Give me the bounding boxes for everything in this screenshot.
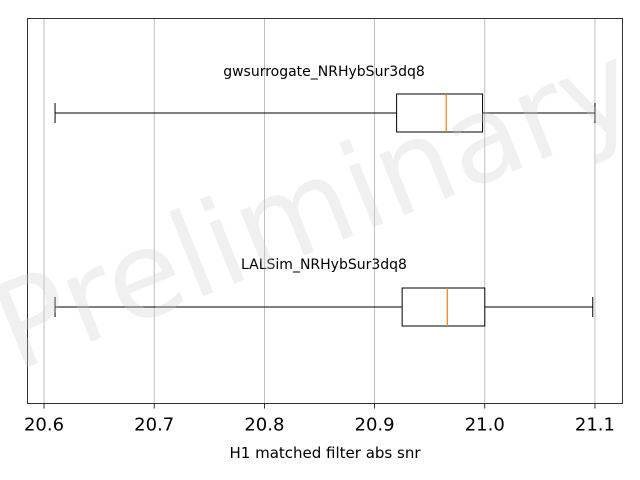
box-labels: gwsurrogate_NRHybSur3dq8 LALSim_NRHybSur3…	[223, 64, 425, 273]
box-1	[54, 93, 596, 133]
iqr-box	[401, 287, 486, 327]
box-label-2: LALSim_NRHybSur3dq8	[241, 257, 407, 273]
x-tick-label: 20.8	[244, 415, 284, 436]
x-tick-label: 21.1	[575, 415, 615, 436]
x-tick-label: 20.7	[134, 415, 174, 436]
box-2	[54, 287, 594, 327]
x-tick-label: 20.6	[24, 415, 64, 436]
plot-frame	[27, 18, 623, 404]
box-label-1: gwsurrogate_NRHybSur3dq8	[223, 64, 425, 80]
boxes	[54, 93, 596, 327]
iqr-box	[396, 93, 484, 133]
x-axis-label: H1 matched filter abs snr	[230, 444, 422, 462]
x-tick-label: 21.0	[465, 415, 505, 436]
grid-lines	[43, 18, 596, 404]
x-ticks: 20.6 20.7 20.8 20.9 21.0 21.1	[24, 403, 615, 436]
x-tick-label: 20.9	[355, 415, 395, 436]
